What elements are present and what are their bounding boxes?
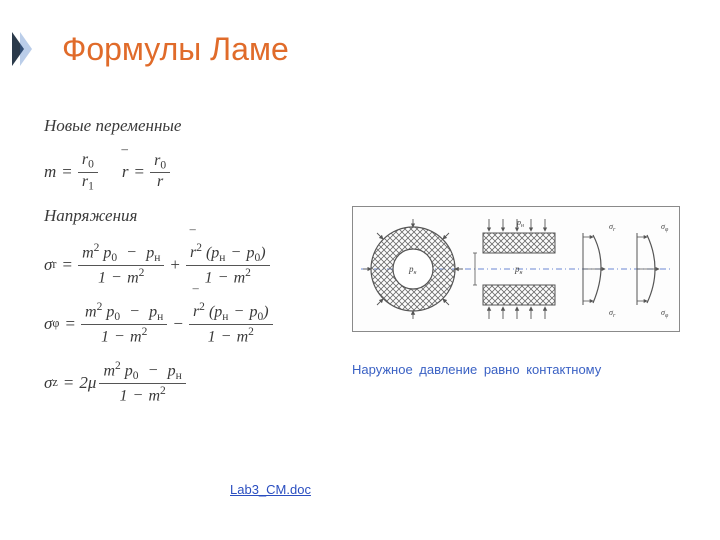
subhead-stresses: Напряжения [44,206,344,226]
figure-frame: pн [352,206,680,332]
figure-panel: pн [352,206,682,377]
lame-diagram-icon: pн [357,211,675,327]
svg-text:pн: pн [514,264,523,276]
figure-caption: Наружное давление равно контактному [352,362,682,377]
eq-definitions: m= r0 r1 ‾r = r0 r [44,152,344,192]
svg-text:σφ: σφ [661,308,669,319]
svg-text:σφ: σφ [661,222,669,233]
eq-sigma-r: σr = m2 p0 − pн 1−m2 + ‾r2 (pн−p0) 1−m2 [44,242,344,287]
svg-text:σr: σr [609,308,616,319]
svg-text:σr: σr [609,222,616,233]
eq-sigma-z: σz = 2μ m2 p0 − pн 1−m2 [44,360,344,405]
lab-doc-link[interactable]: Lab3_CM.doc [230,482,311,497]
formula-column: Новые переменные m= r0 r1 ‾r = r0 r Напр… [44,116,344,419]
subhead-new-variables: Новые переменные [44,116,344,136]
slide-header: Формулы Ламе [10,28,289,70]
logo-chevron-icon [10,28,44,70]
slide-title: Формулы Ламе [62,31,289,68]
eq-sigma-phi: σφ = m2 p0 − pн 1−m2 − ‾r2 (pн−p0) 1−m2 [44,301,344,346]
